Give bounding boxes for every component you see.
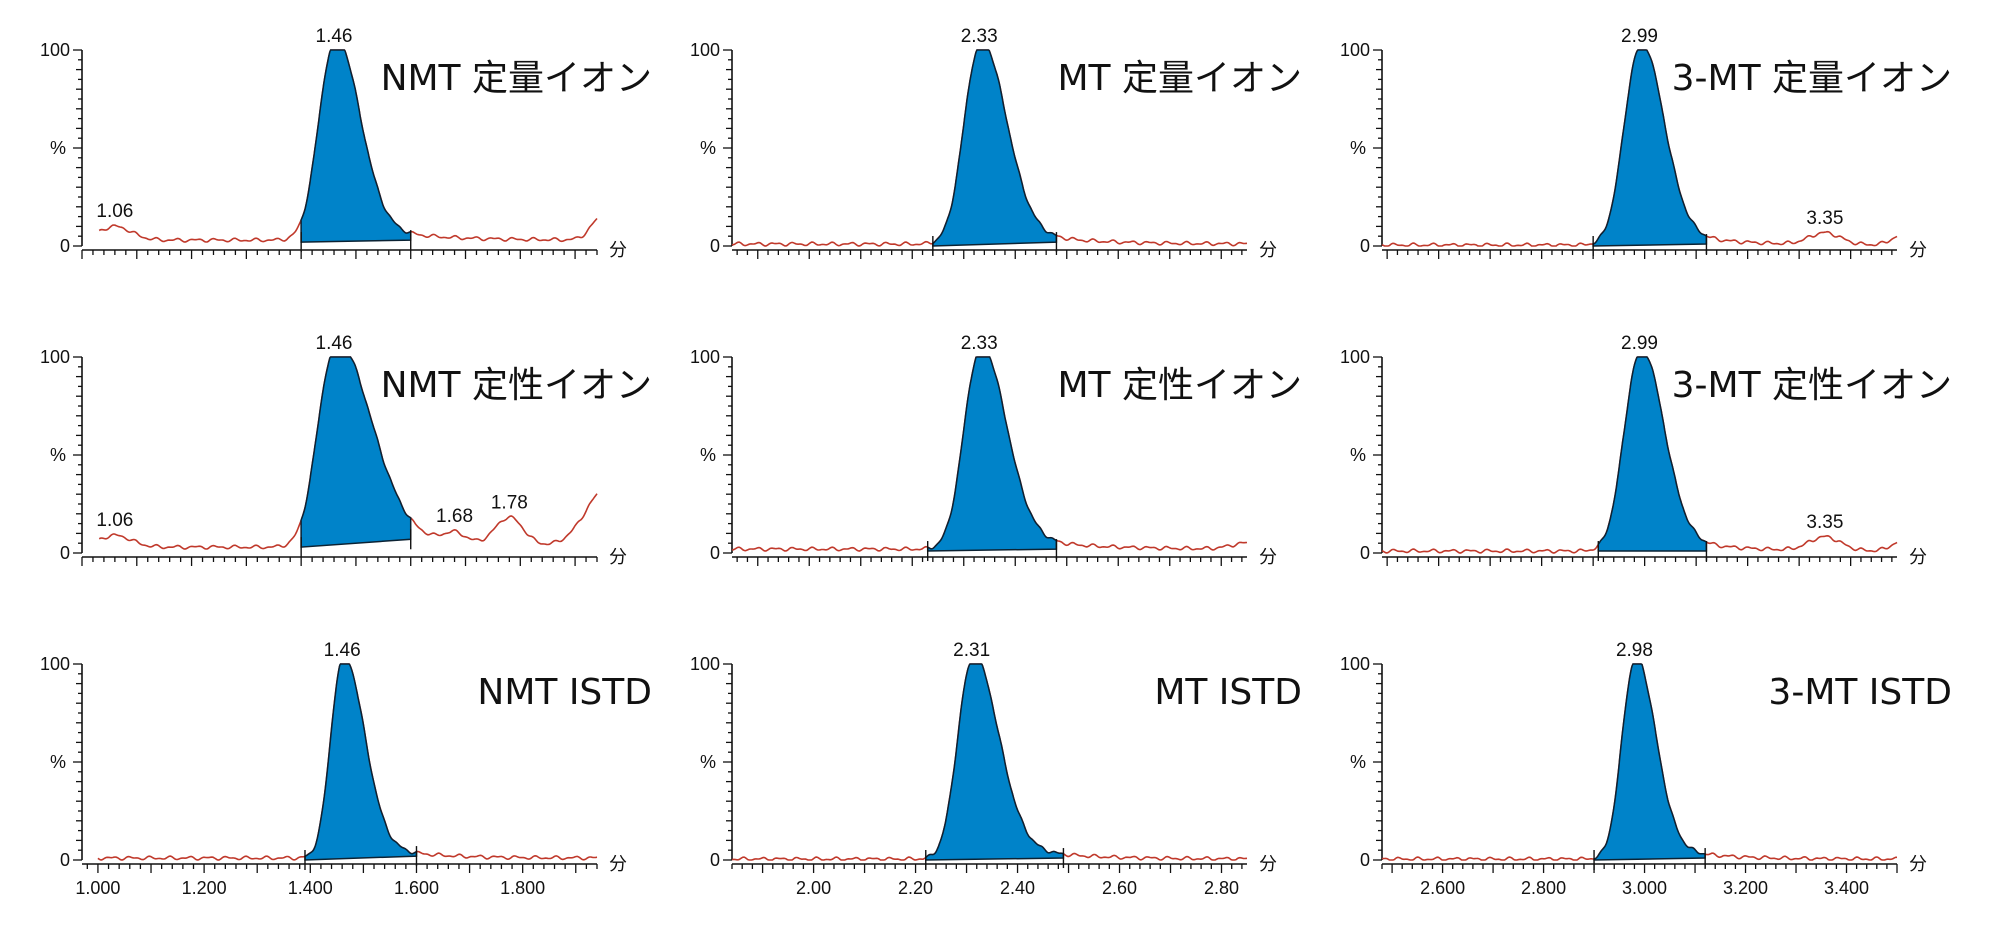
integrated-peak — [300, 49, 412, 243]
y-tick-label-100: 100 — [40, 654, 70, 674]
y-axis-label: % — [700, 752, 716, 772]
y-tick-label-0: 0 — [60, 236, 70, 256]
x-tick-label: 3.000 — [1622, 878, 1667, 898]
peak-label: 1.78 — [491, 493, 528, 514]
panel-title: NMT ISTD — [477, 672, 652, 713]
x-axis-unit: 分 — [1909, 547, 1927, 567]
chromatogram-panel: 100 0% 分 2.600 2.800 3.000 3.200 3.400 2.98 3-MT … — [1340, 640, 1952, 898]
integrated-peak — [300, 356, 412, 548]
peak-label: 2.98 — [1616, 640, 1653, 661]
x-tick-label: 2.60 — [1102, 878, 1137, 898]
panel-title: 3-MT ISTD — [1768, 672, 1952, 713]
integrated-peak — [926, 356, 1058, 552]
integrated-peak — [1597, 356, 1708, 552]
y-tick-label-0: 0 — [1360, 236, 1370, 256]
peak-label: 1.46 — [324, 640, 361, 661]
y-tick-label-100: 100 — [1340, 654, 1370, 674]
x-axis-unit: 分 — [609, 547, 627, 567]
x-tick-label: 1.200 — [182, 878, 227, 898]
peak-label: 1.06 — [96, 510, 133, 531]
chromatogram-panel: 100 0% 分 1.46 1.06 1.68 1.78 NMT 定性イオン — [40, 333, 652, 567]
panel-title: MT 定性イオン — [1058, 365, 1303, 406]
panel-title: NMT 定性イオン — [381, 365, 652, 406]
x-axis-unit: 分 — [1259, 854, 1277, 874]
panel-title: 3-MT 定量イオン — [1672, 58, 1952, 99]
y-axis-label: % — [700, 445, 716, 465]
peak-label: 3.35 — [1806, 512, 1843, 533]
y-tick-label-100: 100 — [40, 40, 70, 60]
peak-label: 2.99 — [1621, 26, 1658, 47]
peak-label: 2.99 — [1621, 333, 1658, 354]
chromatogram-panel: 100 0% 分 2.33 MT 定量イオン — [690, 26, 1303, 260]
x-tick-label: 1.400 — [288, 878, 333, 898]
y-axis-label: % — [50, 138, 66, 158]
y-tick-label-100: 100 — [690, 40, 720, 60]
y-tick-label-0: 0 — [60, 850, 70, 870]
y-axis-label: % — [1350, 752, 1366, 772]
y-tick-label-100: 100 — [690, 654, 720, 674]
x-tick-label: 1.800 — [500, 878, 545, 898]
peak-label: 1.06 — [96, 201, 133, 222]
integrated-peak — [925, 663, 1065, 861]
peak-label: 2.33 — [961, 333, 998, 354]
x-tick-label: 2.00 — [796, 878, 831, 898]
x-tick-label: 2.80 — [1204, 878, 1239, 898]
chromatogram-panel: 100 0% 分 2.99 3.35 3-MT 定量イオン — [1340, 26, 1952, 260]
x-tick-label: 3.200 — [1723, 878, 1768, 898]
peak-label: 1.68 — [436, 506, 473, 527]
x-axis-unit: 分 — [1909, 854, 1927, 874]
y-axis-label: % — [50, 445, 66, 465]
x-tick-label: 1.000 — [75, 878, 120, 898]
x-tick-label: 2.20 — [898, 878, 933, 898]
y-tick-label-0: 0 — [710, 236, 720, 256]
y-tick-label-0: 0 — [1360, 543, 1370, 563]
panel-title: 3-MT 定性イオン — [1672, 365, 1952, 406]
y-axis-label: % — [50, 752, 66, 772]
y-tick-label-0: 0 — [710, 850, 720, 870]
peak-label: 2.31 — [953, 640, 990, 661]
x-tick-label: 2.40 — [1000, 878, 1035, 898]
y-tick-label-100: 100 — [690, 347, 720, 367]
integrated-peak — [932, 49, 1058, 247]
y-axis-label: % — [1350, 445, 1366, 465]
peak-label: 3.35 — [1806, 208, 1843, 229]
panel-title: MT ISTD — [1154, 672, 1302, 713]
x-axis-unit: 分 — [1259, 240, 1277, 260]
x-axis-unit: 分 — [1259, 547, 1277, 567]
chromatogram-panel: 100 0% 分 2.00 2.20 2.40 2.60 2.80 2.31 MT ISTD — [690, 640, 1302, 898]
integrated-peak — [1592, 49, 1708, 247]
chromatogram-panel: 100 0% 分 1.46 1.06 NMT 定量イオン — [40, 26, 652, 260]
peak-label: 1.46 — [316, 333, 353, 354]
integrated-peak — [304, 663, 418, 861]
y-axis-label: % — [1350, 138, 1366, 158]
y-axis-label: % — [700, 138, 716, 158]
peak-label: 2.33 — [961, 26, 998, 47]
panel-title: MT 定量イオン — [1058, 58, 1303, 99]
x-axis-unit: 分 — [609, 240, 627, 260]
x-tick-label: 3.400 — [1824, 878, 1869, 898]
chromatogram-panel: 100 0% 分 2.33 MT 定性イオン — [690, 333, 1303, 567]
chromatogram-panel: 100 0% 分 2.99 3.35 3-MT 定性イオン — [1340, 333, 1952, 567]
y-tick-label-100: 100 — [1340, 347, 1370, 367]
peak-label: 1.46 — [316, 26, 353, 47]
x-axis-unit: 分 — [1909, 240, 1927, 260]
chromatogram-panel: 100 0% 分 1.000 1.200 1.400 1.600 1.800 1.46 NMT I… — [40, 640, 652, 898]
x-tick-label: 2.800 — [1521, 878, 1566, 898]
x-tick-label: 1.600 — [394, 878, 439, 898]
y-tick-label-100: 100 — [1340, 40, 1370, 60]
y-tick-label-0: 0 — [1360, 850, 1370, 870]
y-tick-label-100: 100 — [40, 347, 70, 367]
panel-title: NMT 定量イオン — [381, 58, 652, 99]
x-axis-unit: 分 — [609, 854, 627, 874]
y-tick-label-0: 0 — [710, 543, 720, 563]
integrated-peak — [1593, 663, 1706, 861]
x-tick-label: 2.600 — [1420, 878, 1465, 898]
y-tick-label-0: 0 — [60, 543, 70, 563]
